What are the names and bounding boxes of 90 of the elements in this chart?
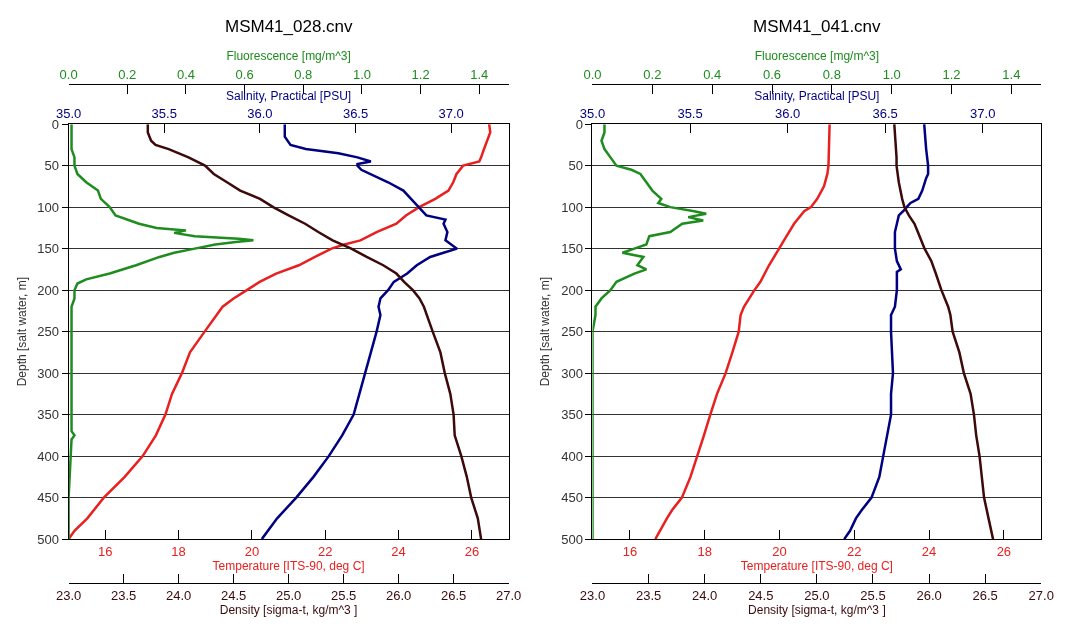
x-tick-label: 22 [847, 543, 862, 559]
x-tick-label: 16 [622, 543, 638, 559]
x2-tick-label: 1.2 [942, 66, 961, 82]
x2-tick-label: 0.2 [643, 66, 662, 82]
x-tick-label: 23.5 [635, 587, 662, 603]
y-tick-label: 150 [37, 241, 60, 257]
x-tick-label: 24.5 [748, 587, 774, 603]
x2-tick-label: 1.0 [352, 66, 371, 82]
y-tick-label: 100 [37, 199, 60, 215]
y-tick-label: 350 [561, 407, 583, 423]
x2-tick-label: 0.8 [822, 66, 841, 82]
x-tick-label: 24 [391, 543, 406, 559]
x-axis-title: Temperature [ITS-90, deg C] [740, 558, 893, 573]
y-tick-label: 100 [561, 199, 583, 215]
x2-tick-label: 35.0 [579, 105, 606, 121]
x2-tick-label: 0.8 [294, 66, 313, 82]
x2-tick-label: 35.0 [55, 105, 82, 121]
x2-axis-title: Salinity, Practical [PSU] [754, 89, 880, 104]
x-tick-label: 24.0 [165, 587, 192, 603]
x2-tick-label: 0.4 [703, 66, 722, 82]
x2-tick-label: 35.5 [151, 105, 177, 121]
y-tick-label: 400 [37, 448, 60, 464]
x2-tick-label: 36.0 [774, 105, 801, 121]
x2-tick-label: 36.5 [342, 105, 369, 121]
x-tick-label: 22 [318, 543, 333, 559]
x2-tick-label: 0.0 [583, 66, 602, 82]
x2-tick-label: 36.5 [872, 105, 898, 121]
x-tick-label: 26.5 [972, 587, 998, 603]
y-tick-label: 500 [561, 531, 583, 547]
line-series [68, 124, 492, 540]
x2-axis-title: Salinity, Practical [PSU] [226, 89, 352, 104]
y-tick-label: 450 [37, 490, 60, 506]
x-tick-label: 23.0 [55, 587, 82, 603]
y-tick-label: 450 [561, 490, 583, 506]
x2-axis-title: Fluorescence [mg/m^3] [754, 49, 880, 64]
x-tick-label: 27.0 [495, 587, 522, 603]
x2-tick-label: 0.0 [59, 66, 78, 82]
y-tick-label: 500 [37, 531, 60, 547]
x-tick-label: 24.0 [692, 587, 718, 603]
y-axis-title: Depth [salt water, m] [538, 276, 553, 387]
x-tick-label: 27.0 [1028, 587, 1054, 603]
y-tick-label: 350 [37, 407, 60, 423]
y-tick-label: 200 [37, 282, 60, 298]
x2-tick-label: 0.6 [762, 66, 782, 82]
x-tick-label: 23.5 [110, 587, 137, 603]
y-tick-label: 250 [561, 324, 583, 340]
x-tick-label: 25.0 [804, 587, 830, 603]
x-tick-label: 20 [244, 543, 260, 559]
y-tick-label: 300 [37, 365, 60, 381]
x-axis-title: Temperature [ITS-90, deg C] [212, 558, 365, 573]
x-tick-label: 26 [464, 543, 480, 559]
y-tick-label: 200 [561, 282, 583, 298]
x-tick-label: 25.5 [860, 587, 886, 603]
x2-tick-label: 37.0 [438, 105, 464, 121]
x2-tick-label: 35.5 [677, 105, 703, 121]
x2-tick-label: 1.0 [882, 66, 901, 82]
x2-tick-label: 1.4 [1002, 66, 1021, 82]
x2-tick-label: 1.4 [470, 66, 489, 82]
x2-axis-title: Fluorescence [mg/m^3] [226, 49, 351, 64]
x2-tick-label: 0.6 [235, 66, 254, 82]
x2-tick-label: 1.2 [411, 66, 430, 82]
line-series [654, 124, 831, 540]
x2-tick-label: 36.0 [247, 105, 273, 121]
x-tick-label: 24 [921, 543, 937, 559]
y-tick-label: 150 [561, 241, 583, 257]
x2-tick-label: 37.0 [970, 105, 996, 121]
x2-tick-label: 0.2 [118, 66, 137, 82]
x-axis-title: Density [sigma-t, kg/m^3 ] [219, 602, 358, 617]
x-axis-title: Density [sigma-t, kg/m^3 ] [748, 602, 886, 617]
x-tick-label: 25.0 [275, 587, 302, 603]
x-tick-label: 16 [98, 543, 113, 559]
x-tick-label: 26.5 [440, 587, 467, 603]
y-axis-title: Depth [salt water, m] [14, 276, 29, 387]
x-tick-label: 26 [996, 543, 1012, 559]
x-tick-label: 24.5 [220, 587, 247, 603]
x-tick-label: 26.0 [385, 587, 412, 603]
y-tick-label: 250 [37, 324, 60, 340]
x-tick-label: 26.0 [916, 587, 942, 603]
x-tick-label: 23.0 [579, 587, 606, 603]
x-tick-label: 25.5 [330, 587, 357, 603]
x2-tick-label: 0.4 [176, 66, 195, 82]
y-tick-label: 300 [561, 365, 583, 381]
chart-title: MSM41_041.cnv [753, 17, 882, 36]
y-tick-label: 50 [568, 158, 583, 174]
chart-title: MSM41_028.cnv [225, 17, 354, 36]
x-tick-label: 18 [171, 543, 186, 559]
y-tick-label: 50 [44, 158, 60, 174]
y-tick-label: 400 [561, 448, 583, 464]
x-tick-label: 20 [772, 543, 787, 559]
x-tick-label: 18 [697, 543, 712, 559]
